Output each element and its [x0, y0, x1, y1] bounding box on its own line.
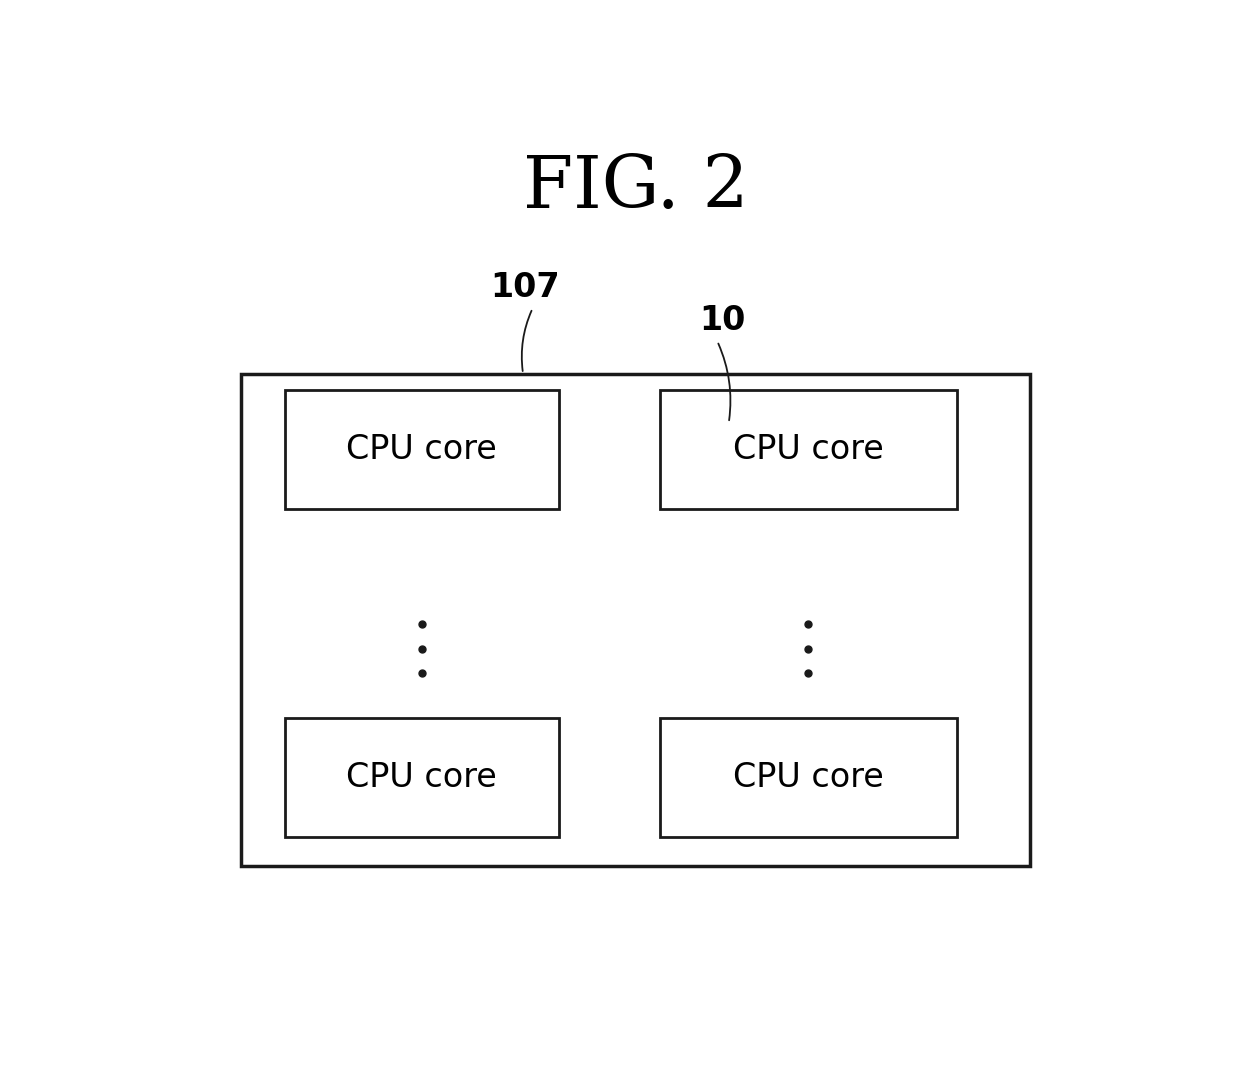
Text: 10: 10: [699, 304, 745, 337]
Text: CPU core: CPU core: [346, 433, 497, 466]
Bar: [660, 718, 957, 837]
Text: CPU core: CPU core: [346, 761, 497, 794]
Bar: [242, 374, 1029, 866]
Text: CPU core: CPU core: [733, 433, 884, 466]
Bar: [660, 390, 957, 509]
Bar: [285, 718, 558, 837]
Text: FIG. 2: FIG. 2: [523, 152, 748, 223]
Bar: [285, 390, 558, 509]
Text: CPU core: CPU core: [733, 761, 884, 794]
Text: 107: 107: [490, 272, 559, 305]
